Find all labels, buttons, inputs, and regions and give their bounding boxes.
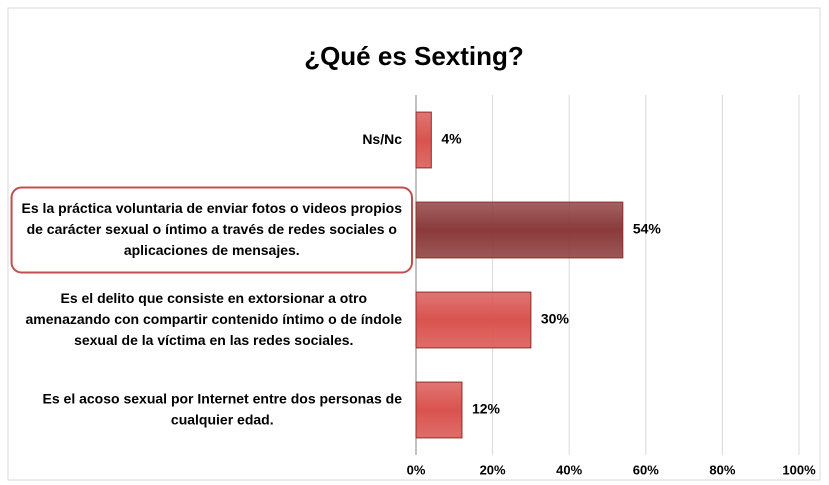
highlight-box <box>10 186 413 274</box>
y-tick-label: Es el acoso sexual por Internet entre do… <box>43 390 403 427</box>
x-tick-label: 80% <box>709 462 735 477</box>
bar <box>415 111 432 169</box>
bar <box>415 381 463 439</box>
value-label: 4% <box>441 131 462 147</box>
chart-title: ¿Qué es Sexting? <box>304 41 524 71</box>
x-tick-label: 100% <box>782 462 816 477</box>
y-tick-label: Es el delito que consiste en extorsionar… <box>26 290 403 348</box>
x-tick-label: 0% <box>407 462 426 477</box>
value-label: 12% <box>472 401 501 417</box>
x-tick-label: 60% <box>633 462 659 477</box>
value-label: 30% <box>541 311 570 327</box>
x-tick-label: 40% <box>556 462 582 477</box>
bar <box>415 201 624 259</box>
x-tick-label: 20% <box>480 462 506 477</box>
y-tick-label: Ns/Nc <box>362 131 402 147</box>
chart-frame <box>7 7 821 481</box>
y-tick-label: Es la práctica voluntaria de enviar foto… <box>22 200 403 258</box>
value-label: 54% <box>633 221 662 237</box>
bar <box>415 291 532 349</box>
